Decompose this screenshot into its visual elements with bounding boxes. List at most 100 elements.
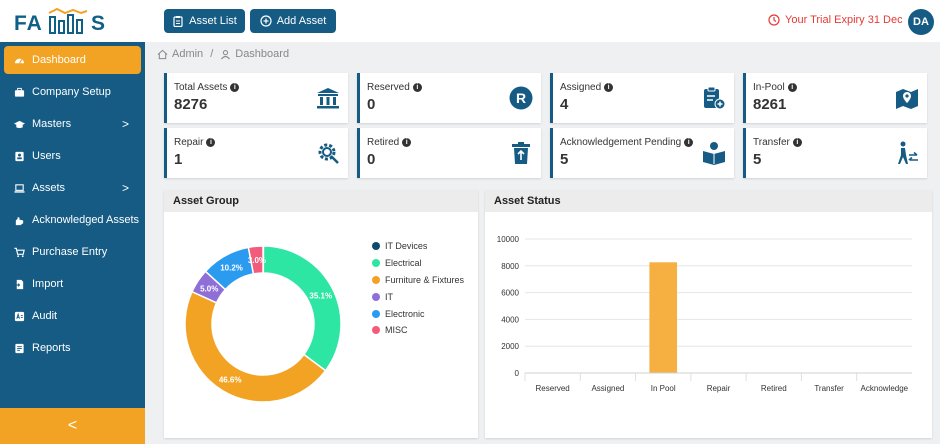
legend-item[interactable]: MISC	[372, 322, 464, 339]
map-pin-icon	[896, 89, 918, 109]
asset-status-bar-chart: 0 2000 4000 6000 8000 10000 Reserved Assigned In…	[497, 235, 912, 393]
card-acknowledgement-pending[interactable]: Acknowledgement Pending i 5	[550, 128, 734, 178]
donut-value-label: 5.0%	[200, 284, 218, 293]
sidebar-item-acknowledged-assets[interactable]: Acknowledged Assets	[4, 206, 141, 234]
info-icon: i	[402, 138, 412, 147]
trial-expiry-text: Your Trial Expiry 31 Dec	[785, 14, 903, 26]
legend-label: IT Devices	[385, 241, 428, 252]
sidebar-item-audit[interactable]: Audit	[4, 302, 141, 330]
y-tick-label: 10000	[497, 235, 520, 244]
card-value: 1	[174, 151, 183, 168]
user-avatar[interactable]: DA	[908, 9, 934, 35]
asset-group-donut-chart: 35.1% 46.6% 5.0% 10.2% 3.0%	[184, 245, 342, 403]
add-asset-label: Add Asset	[276, 15, 327, 27]
cart-icon	[14, 247, 25, 257]
sidebar-item-purchase-entry[interactable]: Purchase Entry	[4, 238, 141, 266]
clipboard-plus-icon	[704, 86, 726, 110]
info-icon: i	[230, 83, 240, 92]
laptop-icon	[14, 183, 25, 193]
sidebar-item-label: Dashboard	[32, 54, 86, 66]
sidebar-item-masters[interactable]: Masters >	[4, 110, 141, 138]
y-tick-label: 4000	[501, 315, 519, 324]
card-value: 4	[560, 96, 569, 113]
briefcase-icon	[14, 87, 25, 97]
sidebar-item-label: Masters	[32, 118, 72, 130]
card-label-wrap: Assigned i	[560, 82, 614, 93]
card-label: Total Assets	[174, 82, 228, 93]
add-asset-button[interactable]: Add Asset	[250, 9, 336, 33]
card-total-assets[interactable]: Total Assets i 8276	[164, 73, 348, 123]
card-label-wrap: Total Assets i	[174, 82, 240, 93]
donut-slice-misc[interactable]	[247, 245, 264, 275]
info-icon: i	[412, 83, 422, 92]
card-label-wrap: Reserved i	[367, 82, 422, 93]
donut-slice-electrical[interactable]	[262, 245, 342, 372]
donut-value-label: 35.1%	[309, 291, 332, 300]
sidebar-item-label: Users	[32, 150, 61, 162]
sidebar-item-label: Acknowledged Assets	[32, 214, 140, 226]
legend-label: MISC	[385, 325, 408, 336]
audit-icon	[14, 311, 25, 321]
bank-icon	[317, 88, 339, 109]
app-logo[interactable]: FA S	[14, 4, 114, 38]
info-icon: i	[206, 138, 216, 147]
sidebar-item-assets[interactable]: Assets >	[4, 174, 141, 202]
x-tick-label: Transfer	[814, 384, 844, 393]
sidebar-item-users[interactable]: Users	[4, 142, 141, 170]
sidebar-item-label: Reports	[32, 342, 71, 354]
legend-item[interactable]: Furniture & Fixtures	[372, 272, 464, 289]
logo-text-right: S	[91, 12, 107, 35]
sidebar-item-label: Purchase Entry	[32, 246, 108, 258]
card-assigned[interactable]: Assigned i 4	[550, 73, 734, 123]
legend-item[interactable]: Electronic	[372, 305, 464, 322]
chevron-right-icon: >	[121, 181, 129, 195]
gauge-icon	[14, 58, 25, 64]
sidebar-item-label: Assets	[32, 182, 66, 194]
x-tick-label: Assigned	[591, 384, 624, 393]
sidebar-item-reports[interactable]: Reports	[4, 334, 141, 362]
x-tick-label: Reserved	[536, 384, 570, 393]
graduation-cap-icon	[14, 120, 25, 128]
card-retired[interactable]: Retired i 0	[357, 128, 541, 178]
legend-dot	[372, 242, 380, 251]
legend-dot	[372, 275, 380, 284]
legend-item[interactable]: Electrical	[372, 255, 464, 272]
person-transfer-icon	[898, 141, 918, 164]
breadcrumb-current: Dashboard	[235, 48, 290, 60]
card-label-wrap: In-Pool i	[753, 82, 797, 93]
card-transfer[interactable]: Transfer i 5	[743, 128, 927, 178]
legend-item[interactable]: IT Devices	[372, 238, 464, 255]
card-value: 8276	[174, 96, 208, 113]
sidebar-item-import[interactable]: Import	[4, 270, 141, 298]
donut-value-label: 3.0%	[248, 256, 266, 265]
sidebar-item-company-setup[interactable]: Company Setup	[4, 78, 141, 106]
hand-icon	[15, 216, 24, 225]
asset-group-title: Asset Group	[164, 190, 478, 212]
legend-label: IT	[385, 291, 393, 302]
card-value: 5	[753, 151, 762, 168]
top-bar: FA S Asset List Add Asset Your Trial Exp…	[0, 0, 940, 42]
card-label: Retired	[367, 137, 400, 148]
card-value: 0	[367, 151, 376, 168]
sidebar: Dashboard Company Setup Masters > Users …	[0, 42, 145, 444]
info-icon: i	[787, 83, 797, 92]
breadcrumb-root[interactable]: Admin	[172, 48, 204, 60]
home-icon	[157, 49, 168, 59]
card-reserved[interactable]: Reserved i 0 R	[357, 73, 541, 123]
donut-slice-furniture-fixtures[interactable]	[184, 290, 327, 403]
clipboard-icon	[173, 16, 183, 27]
asset-group-legend: IT Devices Electrical Furniture & Fixtur…	[372, 238, 464, 339]
trash-icon	[512, 142, 530, 164]
x-tick-label: Repair	[707, 384, 731, 393]
sidebar-collapse-button[interactable]: <	[0, 408, 145, 444]
sidebar-item-dashboard[interactable]: Dashboard	[4, 46, 141, 74]
asset-status-title: Asset Status	[485, 190, 932, 212]
card-label-wrap: Acknowledgement Pending i	[560, 137, 694, 148]
legend-item[interactable]: IT	[372, 288, 464, 305]
card-in-pool[interactable]: In-Pool i 8261	[743, 73, 927, 123]
asset-list-button[interactable]: Asset List	[164, 9, 245, 33]
bar-in-pool[interactable]	[649, 262, 678, 373]
legend-dot	[372, 309, 380, 318]
card-repair[interactable]: Repair i 1	[164, 128, 348, 178]
x-tick-label: Acknowledge	[861, 384, 909, 393]
